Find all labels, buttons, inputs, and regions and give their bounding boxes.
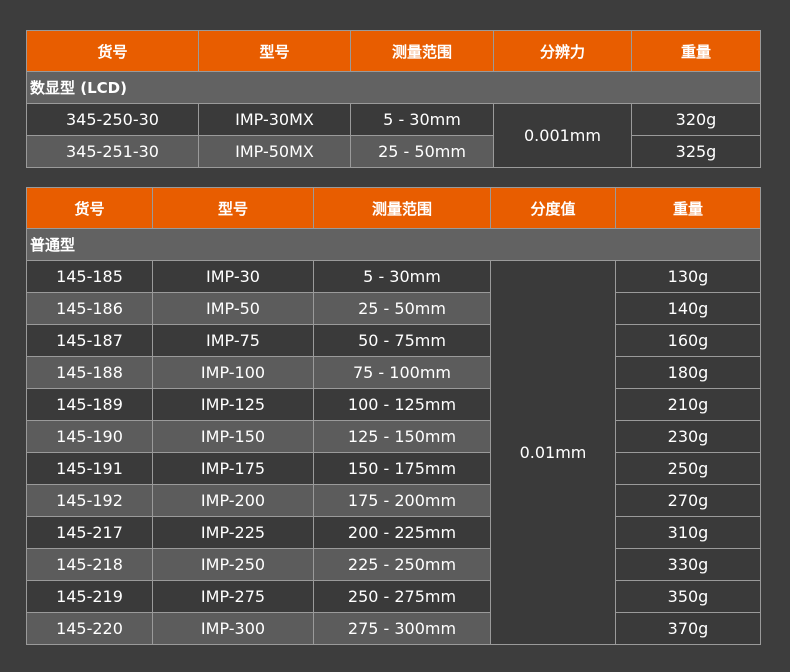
model-cell: IMP-30MX bbox=[198, 103, 351, 136]
model-cell: IMP-50 bbox=[152, 292, 314, 325]
table-row: 145-190 IMP-150 125 - 150mm 230g bbox=[26, 420, 761, 453]
weight-cell: 160g bbox=[615, 324, 761, 357]
code-cell: 145-185 bbox=[26, 260, 153, 293]
table-row: 145-220 IMP-300 275 - 300mm 370g bbox=[26, 612, 761, 645]
table-row: 145-189 IMP-125 100 - 125mm 210g bbox=[26, 388, 761, 421]
weight-cell: 330g bbox=[615, 548, 761, 581]
model-cell: IMP-150 bbox=[152, 420, 314, 453]
resolution-cell: 0.01mm bbox=[490, 260, 616, 645]
weight-cell: 230g bbox=[615, 420, 761, 453]
range-cell: 25 - 50mm bbox=[350, 135, 494, 168]
code-cell: 145-186 bbox=[26, 292, 153, 325]
range-cell: 250 - 275mm bbox=[313, 580, 491, 613]
model-cell: IMP-175 bbox=[152, 452, 314, 485]
header-range: 测量范围 bbox=[350, 30, 494, 72]
range-cell: 175 - 200mm bbox=[313, 484, 491, 517]
weight-cell: 130g bbox=[615, 260, 761, 293]
range-cell: 225 - 250mm bbox=[313, 548, 491, 581]
table-row: 145-192 IMP-200 175 - 200mm 270g bbox=[26, 484, 761, 517]
header-weight: 重量 bbox=[631, 30, 761, 72]
table-row: 145-191 IMP-175 150 - 175mm 250g bbox=[26, 452, 761, 485]
weight-cell: 370g bbox=[615, 612, 761, 645]
table-row: 145-186 IMP-50 25 - 50mm 140g bbox=[26, 292, 761, 325]
code-cell: 145-188 bbox=[26, 356, 153, 389]
model-cell: IMP-250 bbox=[152, 548, 314, 581]
header-model: 型号 bbox=[198, 30, 351, 72]
code-cell: 145-187 bbox=[26, 324, 153, 357]
standard-spec-table: 货号 型号 测量范围 分度值 重量 普通型 145-185 IMP-30 5 - 30… bbox=[26, 187, 761, 645]
weight-cell: 350g bbox=[615, 580, 761, 613]
weight-cell: 325g bbox=[631, 135, 761, 168]
weight-cell: 250g bbox=[615, 452, 761, 485]
model-cell: IMP-225 bbox=[152, 516, 314, 549]
code-cell: 145-219 bbox=[26, 580, 153, 613]
range-cell: 5 - 30mm bbox=[313, 260, 491, 293]
range-cell: 100 - 125mm bbox=[313, 388, 491, 421]
range-cell: 50 - 75mm bbox=[313, 324, 491, 357]
header-code: 货号 bbox=[26, 30, 199, 72]
code-cell: 345-251-30 bbox=[26, 135, 199, 168]
table-row: 345-251-30 IMP-50MX 25 - 50mm 325g bbox=[26, 135, 761, 168]
weight-cell: 270g bbox=[615, 484, 761, 517]
group-row: 普通型 bbox=[26, 228, 761, 261]
range-cell: 125 - 150mm bbox=[313, 420, 491, 453]
range-cell: 25 - 50mm bbox=[313, 292, 491, 325]
range-cell: 275 - 300mm bbox=[313, 612, 491, 645]
weight-cell: 310g bbox=[615, 516, 761, 549]
group-row: 数显型 (LCD) bbox=[26, 71, 761, 104]
header-range: 测量范围 bbox=[313, 187, 491, 229]
header-model: 型号 bbox=[152, 187, 314, 229]
header-resolution: 分辨力 bbox=[493, 30, 632, 72]
table-row: 145-187 IMP-75 50 - 75mm 160g bbox=[26, 324, 761, 357]
header-code: 货号 bbox=[26, 187, 153, 229]
table-row: 145-218 IMP-250 225 - 250mm 330g bbox=[26, 548, 761, 581]
model-cell: IMP-125 bbox=[152, 388, 314, 421]
weight-cell: 210g bbox=[615, 388, 761, 421]
model-cell: IMP-275 bbox=[152, 580, 314, 613]
table-row: 145-217 IMP-225 200 - 225mm 310g bbox=[26, 516, 761, 549]
weight-cell: 180g bbox=[615, 356, 761, 389]
model-cell: IMP-30 bbox=[152, 260, 314, 293]
model-cell: IMP-300 bbox=[152, 612, 314, 645]
code-cell: 145-191 bbox=[26, 452, 153, 485]
header-row: 货号 型号 测量范围 分度值 重量 bbox=[26, 187, 761, 229]
weight-cell: 140g bbox=[615, 292, 761, 325]
header-graduation: 分度值 bbox=[490, 187, 616, 229]
lcd-spec-table: 货号 型号 测量范围 分辨力 重量 数显型 (LCD) 345-250-30 IMP… bbox=[26, 30, 761, 168]
code-cell: 145-218 bbox=[26, 548, 153, 581]
table-row: 345-250-30 IMP-30MX 5 - 30mm 0.001mm 320g bbox=[26, 103, 761, 168]
weight-cell: 320g bbox=[631, 103, 761, 136]
range-cell: 150 - 175mm bbox=[313, 452, 491, 485]
code-cell: 145-217 bbox=[26, 516, 153, 549]
model-cell: IMP-50MX bbox=[198, 135, 351, 168]
header-weight: 重量 bbox=[615, 187, 761, 229]
table-row: 145-188 IMP-100 75 - 100mm 180g bbox=[26, 356, 761, 389]
range-cell: 200 - 225mm bbox=[313, 516, 491, 549]
resolution-cell: 0.001mm bbox=[493, 103, 632, 168]
range-cell: 5 - 30mm bbox=[350, 103, 494, 136]
code-cell: 145-192 bbox=[26, 484, 153, 517]
code-cell: 145-189 bbox=[26, 388, 153, 421]
table-row: 145-219 IMP-275 250 - 275mm 350g bbox=[26, 580, 761, 613]
range-cell: 75 - 100mm bbox=[313, 356, 491, 389]
model-cell: IMP-75 bbox=[152, 324, 314, 357]
code-cell: 145-190 bbox=[26, 420, 153, 453]
code-cell: 145-220 bbox=[26, 612, 153, 645]
table-row: 145-185 IMP-30 5 - 30mm 0.01mm 130g bbox=[26, 260, 761, 645]
header-row: 货号 型号 测量范围 分辨力 重量 bbox=[26, 30, 761, 72]
code-cell: 345-250-30 bbox=[26, 103, 199, 136]
model-cell: IMP-200 bbox=[152, 484, 314, 517]
model-cell: IMP-100 bbox=[152, 356, 314, 389]
